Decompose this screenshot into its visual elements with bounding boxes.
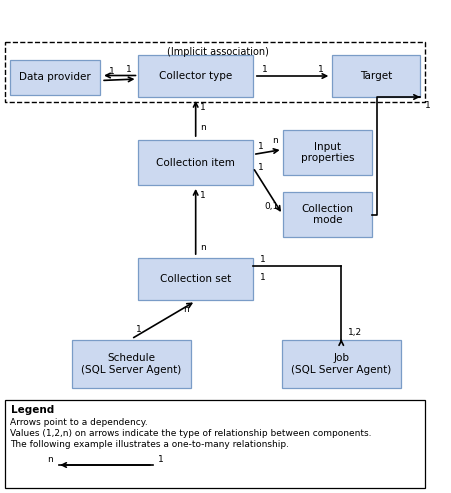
Text: Collector type: Collector type: [159, 71, 232, 81]
Bar: [282, 130, 372, 175]
Bar: [72, 340, 191, 388]
Text: Input
properties: Input properties: [301, 141, 354, 163]
Bar: [138, 55, 253, 97]
Bar: [138, 258, 253, 300]
Text: Legend: Legend: [10, 405, 54, 415]
Text: 0,1: 0,1: [264, 202, 278, 211]
Text: Collection set: Collection set: [160, 274, 231, 284]
Bar: [9, 60, 100, 95]
Text: n: n: [200, 124, 206, 133]
Bar: [138, 140, 253, 185]
Text: n: n: [47, 455, 52, 463]
Text: 1: 1: [200, 103, 206, 111]
Text: Collection
mode: Collection mode: [301, 204, 354, 225]
Text: Schedule
(SQL Server Agent): Schedule (SQL Server Agent): [81, 353, 181, 375]
Text: Target: Target: [360, 71, 392, 81]
Text: 1,2: 1,2: [348, 327, 362, 337]
Text: 1: 1: [126, 66, 132, 74]
Bar: [332, 55, 420, 97]
Bar: [5, 42, 425, 102]
Text: n: n: [200, 244, 206, 252]
Text: 1: 1: [136, 325, 142, 334]
Text: 1: 1: [262, 66, 267, 74]
Text: Data provider: Data provider: [19, 72, 91, 82]
Text: 1: 1: [260, 255, 265, 265]
Text: Values (1,2,n) on arrows indicate the type of relationship between components.: Values (1,2,n) on arrows indicate the ty…: [10, 429, 372, 438]
Text: Job
(SQL Server Agent): Job (SQL Server Agent): [291, 353, 391, 375]
Text: Arrows point to a dependency.: Arrows point to a dependency.: [10, 418, 148, 427]
Text: 1: 1: [318, 66, 324, 74]
Text: Collection item: Collection item: [156, 157, 235, 168]
Text: 1: 1: [260, 274, 265, 282]
Text: n: n: [183, 306, 189, 315]
Text: n: n: [272, 136, 278, 145]
Bar: [5, 400, 425, 488]
Text: 1: 1: [200, 190, 206, 200]
Bar: [281, 340, 401, 388]
Bar: [282, 192, 372, 237]
Text: 1: 1: [425, 101, 431, 109]
Text: 1: 1: [157, 455, 163, 463]
Text: (Implicit association): (Implicit association): [167, 47, 269, 57]
Text: The following example illustrates a one-to-many relationship.: The following example illustrates a one-…: [10, 440, 290, 449]
Text: 1: 1: [258, 142, 263, 151]
Text: 1: 1: [109, 67, 115, 76]
Text: 1: 1: [258, 163, 263, 172]
